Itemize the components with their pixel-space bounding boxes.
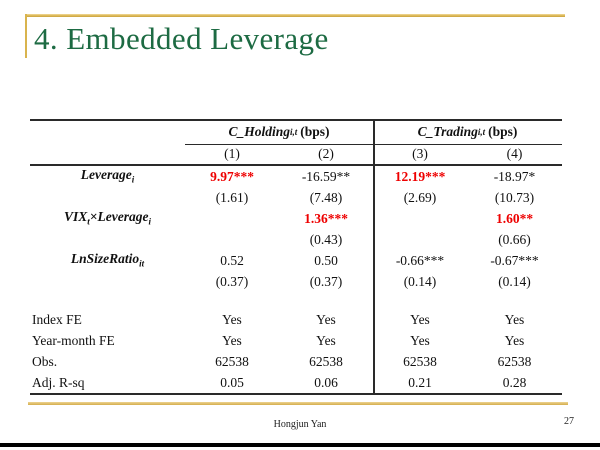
row-label-adj-rsq: Adj. R-sq [32,374,85,390]
table-cell: Yes [504,311,525,327]
vix-leverage-label: ×Leverage [89,209,149,225]
table-header-group-row: C_Holding i,t (bps) C_Trading i,t (bps) [30,121,562,145]
table-cell: (2.69) [403,189,437,205]
table-cell: (0.14) [403,273,437,289]
column-group-holding: C_Holding i,t (bps) [185,121,373,145]
table-cell: (0.14) [498,273,531,289]
table-cell: 1.60** [495,210,534,226]
table-row-lnsizeratio: LnSizeRatioit 0.52 0.50 -0.66*** -0.67**… [30,250,562,271]
table-cell: Yes [222,332,242,348]
table-cell: -0.67*** [490,252,539,268]
table-cell: (0.43) [309,231,343,247]
table-row-leverage-se: (1.61) (7.48) (2.69) (10.73) [30,187,562,208]
table-cell: 62538 [497,353,532,369]
table-cell: 0.21 [408,374,432,390]
trading-subscript: i,t [477,126,486,137]
table-spacer-row [30,292,562,309]
table-cell: 12.19*** [394,168,446,184]
table-cell: 9.97*** [210,168,254,184]
col-number-3: (3) [412,146,428,162]
table-row-lnsizeratio-se: (0.37) (0.37) (0.14) (0.14) [30,271,562,292]
table-cell: 0.06 [314,374,338,390]
table-row-index-fe: Index FE Yes Yes Yes Yes [30,309,562,330]
holding-unit: (bps) [300,124,330,140]
table-cell: (1.61) [215,189,249,205]
leverage-label: Leverage [80,167,132,183]
table-cell: (10.73) [494,189,535,205]
col-number-1: (1) [224,146,240,162]
table-cell: Yes [316,311,336,327]
table-row-leverage: Leveragei 9.97*** -16.59** 12.19*** -18.… [30,166,562,187]
table-row-adj-rsq: Adj. R-sq 0.05 0.06 0.21 0.28 [30,372,562,393]
table-cell: 62538 [215,353,249,369]
leverage-subscript: i [131,174,135,185]
table-cell: 62538 [309,353,343,369]
table-vertical-divider [373,121,375,393]
table-cell: Yes [316,332,336,348]
accent-line-footer [28,402,568,405]
table-cell: (0.37) [215,273,249,289]
lnsizeratio-subscript: it [139,258,145,269]
table-cell: (0.66) [498,231,531,247]
table-column-number-row: (1) (2) (3) (4) [30,144,562,166]
table-cell: -0.66*** [395,252,445,268]
table-cell: (0.37) [309,273,343,289]
table-row-vix-leverage: VIXt×Leveragei 1.36*** 1.60** [30,208,562,229]
table-cell: 62538 [403,353,437,369]
vix-label: VIX [64,209,88,225]
table-cell: Yes [222,311,242,327]
row-label-lnsizeratio: LnSizeRatioit [30,252,185,269]
holding-subscript: i,t [289,126,298,137]
table-cell: 0.52 [220,252,244,268]
table-cell: (7.48) [309,189,343,205]
column-group-trading: C_Trading i,t (bps) [373,121,562,145]
slide-title: 4. Embedded Leverage [34,21,329,56]
col-number-4: (4) [506,146,523,162]
trading-name: C_Trading [417,124,478,140]
table-cell: 1.36*** [304,210,348,226]
accent-line-left [25,14,27,58]
row-label-obs: Obs. [32,353,58,369]
table-cell: Yes [410,332,430,348]
table-row-obs: Obs. 62538 62538 62538 62538 [30,351,562,372]
row-label-index-fe: Index FE [32,311,82,327]
row-label-year-month-fe: Year-month FE [32,332,115,348]
trading-unit: (bps) [488,124,518,140]
table-row-year-month-fe: Year-month FE Yes Yes Yes Yes [30,330,562,351]
table-cell: -16.59** [301,168,351,184]
row-label-leverage: Leveragei [30,168,185,185]
table-row-vix-leverage-se: (0.43) (0.66) [30,229,562,250]
regression-table: C_Holding i,t (bps) C_Trading i,t (bps) (1) … [30,119,562,395]
lnsizeratio-label: LnSizeRatio [70,251,140,267]
table-cell: -18.97* [493,168,536,184]
bottom-edge-bar [0,443,600,447]
table-cell: 0.28 [502,374,527,390]
page-number: 27 [564,416,574,427]
vix-subscript: t [87,216,90,227]
table-cell: 0.50 [314,252,338,268]
table-cell: Yes [410,311,430,327]
table-cell: 0.05 [220,374,244,390]
accent-line-top [25,14,565,17]
vix-leverage-subscript: i [148,216,151,227]
footer-author: Hongjun Yan [273,419,327,430]
holding-name: C_Holding [228,124,290,140]
table-cell: Yes [504,332,525,348]
col-number-2: (2) [318,146,334,162]
row-label-vix-leverage: VIXt×Leveragei [30,210,185,227]
